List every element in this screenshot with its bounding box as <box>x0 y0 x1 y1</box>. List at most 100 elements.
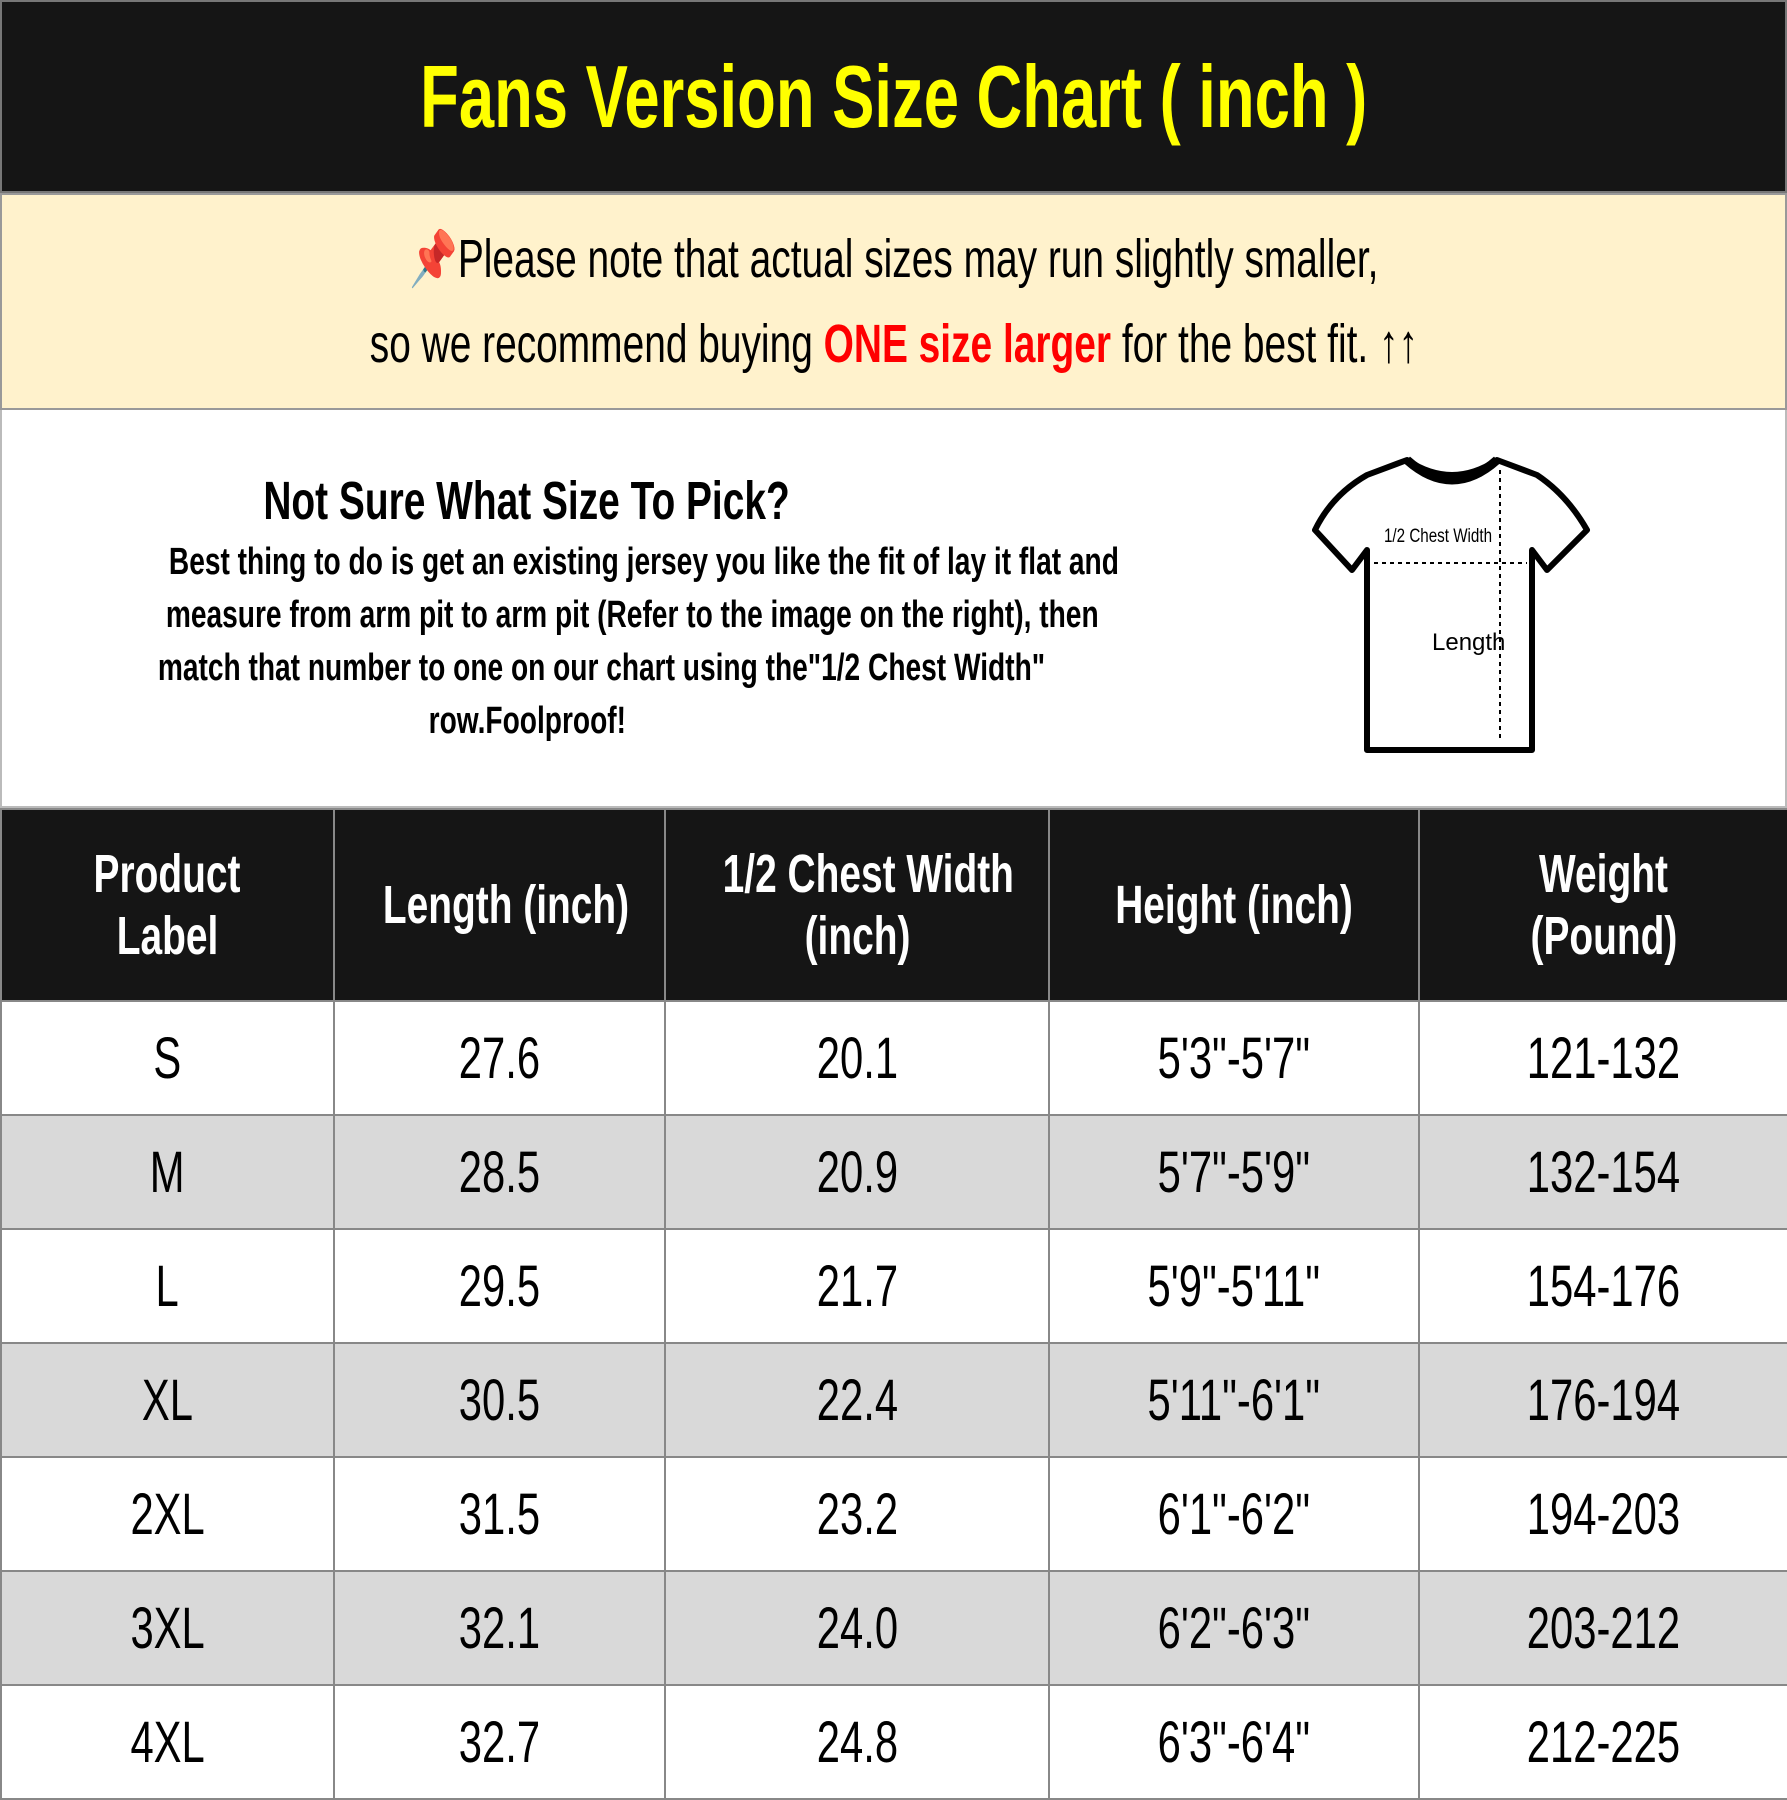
cell-text: M <box>150 1139 185 1205</box>
table-cell: XL <box>0 1342 335 1458</box>
guide-line: measure from arm pit to arm pit (Refer t… <box>165 594 1099 636</box>
tshirt-diagram: 1/2 Chest Width Length <box>1312 456 1590 753</box>
cell-text: 27.6 <box>458 1025 541 1091</box>
table-row: 4XL 32.7 24.8 6'3"-6'4" 212-225 <box>0 1684 1787 1800</box>
table-cell: 28.5 <box>333 1114 666 1230</box>
table-cell: 6'2"-6'3" <box>1048 1570 1420 1686</box>
guide-heading: Not Sure What Size To Pick? <box>263 471 791 531</box>
table-cell: 3XL <box>0 1570 335 1686</box>
header-text: 1/2 Chest Width <box>722 844 1014 904</box>
table-cell: 154-176 <box>1418 1228 1787 1344</box>
guide-line: match that number to one on our chart us… <box>157 647 1046 689</box>
table-cell: 20.9 <box>664 1114 1050 1230</box>
column-header: Weight (Pound) <box>1418 808 1787 1002</box>
cell-text: 24.8 <box>816 1709 898 1775</box>
cell-text: 31.5 <box>458 1481 541 1547</box>
header-text: Label <box>116 906 219 966</box>
column-header: Product Label <box>0 808 335 1002</box>
cell-text: 30.5 <box>458 1367 541 1433</box>
cell-text: 132-154 <box>1526 1139 1681 1205</box>
cell-text: XL <box>141 1367 194 1433</box>
cell-text: 23.2 <box>816 1481 898 1547</box>
guide-line: row.Foolproof! <box>428 700 626 742</box>
title-banner: Fans Version Size Chart ( inch ) <box>0 0 1787 193</box>
table-cell: 24.0 <box>664 1570 1050 1686</box>
table-cell: 6'1"-6'2" <box>1048 1456 1420 1572</box>
table-cell: 21.7 <box>664 1228 1050 1344</box>
header-text: (Pound) <box>1530 906 1677 966</box>
size-guide: Not Sure What Size To Pick? Best thing t… <box>0 410 1787 808</box>
cell-text: 20.9 <box>816 1139 898 1205</box>
guide-line: Best thing to do is get an existing jers… <box>168 541 1119 583</box>
table-cell: 2XL <box>0 1456 335 1572</box>
cell-text: 176-194 <box>1526 1367 1681 1433</box>
cell-text: 20.1 <box>816 1025 898 1091</box>
note-line-1: Please note that actual sizes may run sl… <box>457 229 1379 289</box>
cell-text: 21.7 <box>816 1253 898 1319</box>
table-row: S 27.6 20.1 5'3"-5'7" 121-132 <box>0 1000 1787 1116</box>
table-cell: 31.5 <box>333 1456 666 1572</box>
cell-text: 194-203 <box>1526 1481 1681 1547</box>
table-cell: 194-203 <box>1418 1456 1787 1572</box>
pushpin-icon: 📌 <box>408 229 458 289</box>
table-cell: S <box>0 1000 335 1116</box>
cell-text: 121-132 <box>1526 1025 1681 1091</box>
cell-text: 24.0 <box>816 1595 898 1661</box>
table-cell: 121-132 <box>1418 1000 1787 1116</box>
table-cell: 5'11"-6'1" <box>1048 1342 1420 1458</box>
column-header: 1/2 Chest Width (inch) <box>664 808 1050 1002</box>
cell-text: 6'2"-6'3" <box>1157 1595 1311 1661</box>
table-cell: 5'7"-5'9" <box>1048 1114 1420 1230</box>
note-line-2-end: for the best fit. ↑↑ <box>1110 314 1418 374</box>
table-cell: 132-154 <box>1418 1114 1787 1230</box>
table-cell: 5'3"-5'7" <box>1048 1000 1420 1116</box>
cell-text: 22.4 <box>816 1367 898 1433</box>
header-text: Product <box>94 844 241 904</box>
cell-text: 3XL <box>130 1595 205 1661</box>
header-text: (inch) <box>804 906 910 966</box>
length-label: Length <box>1432 629 1505 656</box>
cell-text: 2XL <box>130 1481 205 1547</box>
cell-text: 154-176 <box>1526 1253 1681 1319</box>
table-cell: 6'3"-6'4" <box>1048 1684 1420 1800</box>
cell-text: 6'3"-6'4" <box>1157 1709 1311 1775</box>
cell-text: 5'3"-5'7" <box>1157 1025 1311 1091</box>
cell-text: 28.5 <box>458 1139 541 1205</box>
chest-label: 1/2 Chest Width <box>1384 524 1492 546</box>
table-cell: 20.1 <box>664 1000 1050 1116</box>
size-table: Product Label Length (inch) 1/2 Chest Width… <box>0 808 1787 1800</box>
table-cell: 22.4 <box>664 1342 1050 1458</box>
header-text: Length (inch) <box>382 875 630 935</box>
table-cell: 32.7 <box>333 1684 666 1800</box>
cell-text: 203-212 <box>1526 1595 1681 1661</box>
cell-text: S <box>153 1025 182 1091</box>
table-row: 3XL 32.1 24.0 6'2"-6'3" 203-212 <box>0 1570 1787 1686</box>
table-cell: 32.1 <box>333 1570 666 1686</box>
cell-text: 32.1 <box>458 1595 541 1661</box>
cell-text: 29.5 <box>458 1253 541 1319</box>
note-line-2: so we recommend buying <box>369 314 824 374</box>
table-row: XL 30.5 22.4 5'11"-6'1" 176-194 <box>0 1342 1787 1458</box>
table-cell: 212-225 <box>1418 1684 1787 1800</box>
table-cell: 27.6 <box>333 1000 666 1116</box>
table-cell: L <box>0 1228 335 1344</box>
table-row: L 29.5 21.7 5'9"-5'11" 154-176 <box>0 1228 1787 1344</box>
size-note: 📌Please note that actual sizes may run s… <box>0 193 1787 410</box>
cell-text: L <box>155 1253 180 1319</box>
table-cell: 29.5 <box>333 1228 666 1344</box>
table-row: M 28.5 20.9 5'7"-5'9" 132-154 <box>0 1114 1787 1230</box>
header-text: Weight <box>1539 844 1668 904</box>
page-title: Fans Version Size Chart ( inch ) <box>419 46 1368 146</box>
header-text: Height (inch) <box>1115 875 1353 935</box>
table-cell: M <box>0 1114 335 1230</box>
cell-text: 4XL <box>130 1709 205 1775</box>
cell-text: 32.7 <box>458 1709 541 1775</box>
table-cell: 4XL <box>0 1684 335 1800</box>
cell-text: 5'9"-5'11" <box>1147 1253 1321 1319</box>
table-cell: 24.8 <box>664 1684 1050 1800</box>
column-header: Height (inch) <box>1048 808 1420 1002</box>
note-highlight: ONE size larger <box>823 314 1111 374</box>
table-cell: 23.2 <box>664 1456 1050 1572</box>
table-cell: 5'9"-5'11" <box>1048 1228 1420 1344</box>
table-row: 2XL 31.5 23.2 6'1"-6'2" 194-203 <box>0 1456 1787 1572</box>
